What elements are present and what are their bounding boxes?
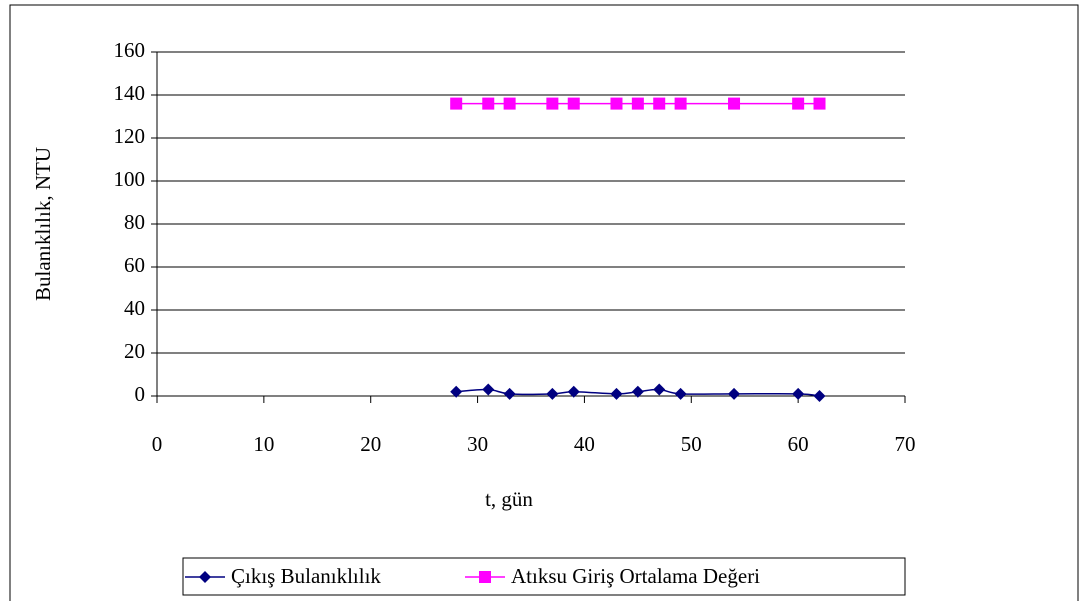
y-tick-label: 140 (114, 81, 146, 105)
y-tick-label: 80 (124, 210, 145, 234)
data-point (813, 390, 826, 402)
y-tick-label: 60 (124, 253, 145, 277)
y-tick-label: 40 (124, 296, 145, 320)
y-tick-label: 160 (114, 38, 146, 62)
data-point (813, 97, 826, 110)
legend-box (182, 557, 906, 596)
data-point (450, 385, 463, 398)
data-point (567, 97, 580, 110)
x-tick-label: 10 (253, 432, 274, 456)
x-tick-label: 50 (681, 432, 702, 456)
legend-marker (199, 571, 211, 583)
data-point (674, 97, 687, 110)
x-axis-label: t, gün (485, 487, 533, 511)
data-point (728, 387, 741, 400)
legend-marker (479, 571, 491, 583)
x-tick-label: 30 (467, 432, 488, 456)
data-point (610, 387, 623, 400)
data-point (792, 97, 805, 110)
x-tick-label: 70 (895, 432, 916, 456)
data-point (546, 387, 559, 400)
x-tick-label: 0 (152, 432, 163, 456)
data-point (546, 97, 559, 110)
data-point (728, 97, 741, 110)
y-tick-label: 100 (114, 167, 146, 191)
data-point (482, 97, 495, 110)
x-tick-label: 40 (574, 432, 595, 456)
data-point (503, 97, 516, 110)
x-tick-label: 20 (360, 432, 381, 456)
y-tick-label: 120 (114, 124, 146, 148)
data-point (450, 97, 463, 110)
y-tick-label: 0 (135, 382, 146, 406)
x-tick-label: 60 (788, 432, 809, 456)
data-point (653, 97, 666, 110)
data-point (503, 387, 516, 400)
legend-label: Atıksu Giriş Ortalama Değeri (511, 564, 760, 588)
chart-frame (9, 4, 1079, 601)
data-point (653, 383, 666, 396)
data-point (482, 383, 495, 396)
data-point (631, 97, 644, 110)
data-point (610, 97, 623, 110)
data-point (567, 385, 580, 398)
data-point (792, 387, 805, 400)
y-axis-label: Bulanıklılık, NTU (31, 147, 55, 301)
data-point (631, 385, 644, 398)
data-point (674, 387, 687, 400)
legend-label: Çıkış Bulanıklılık (231, 564, 381, 588)
y-tick-label: 20 (124, 339, 145, 363)
